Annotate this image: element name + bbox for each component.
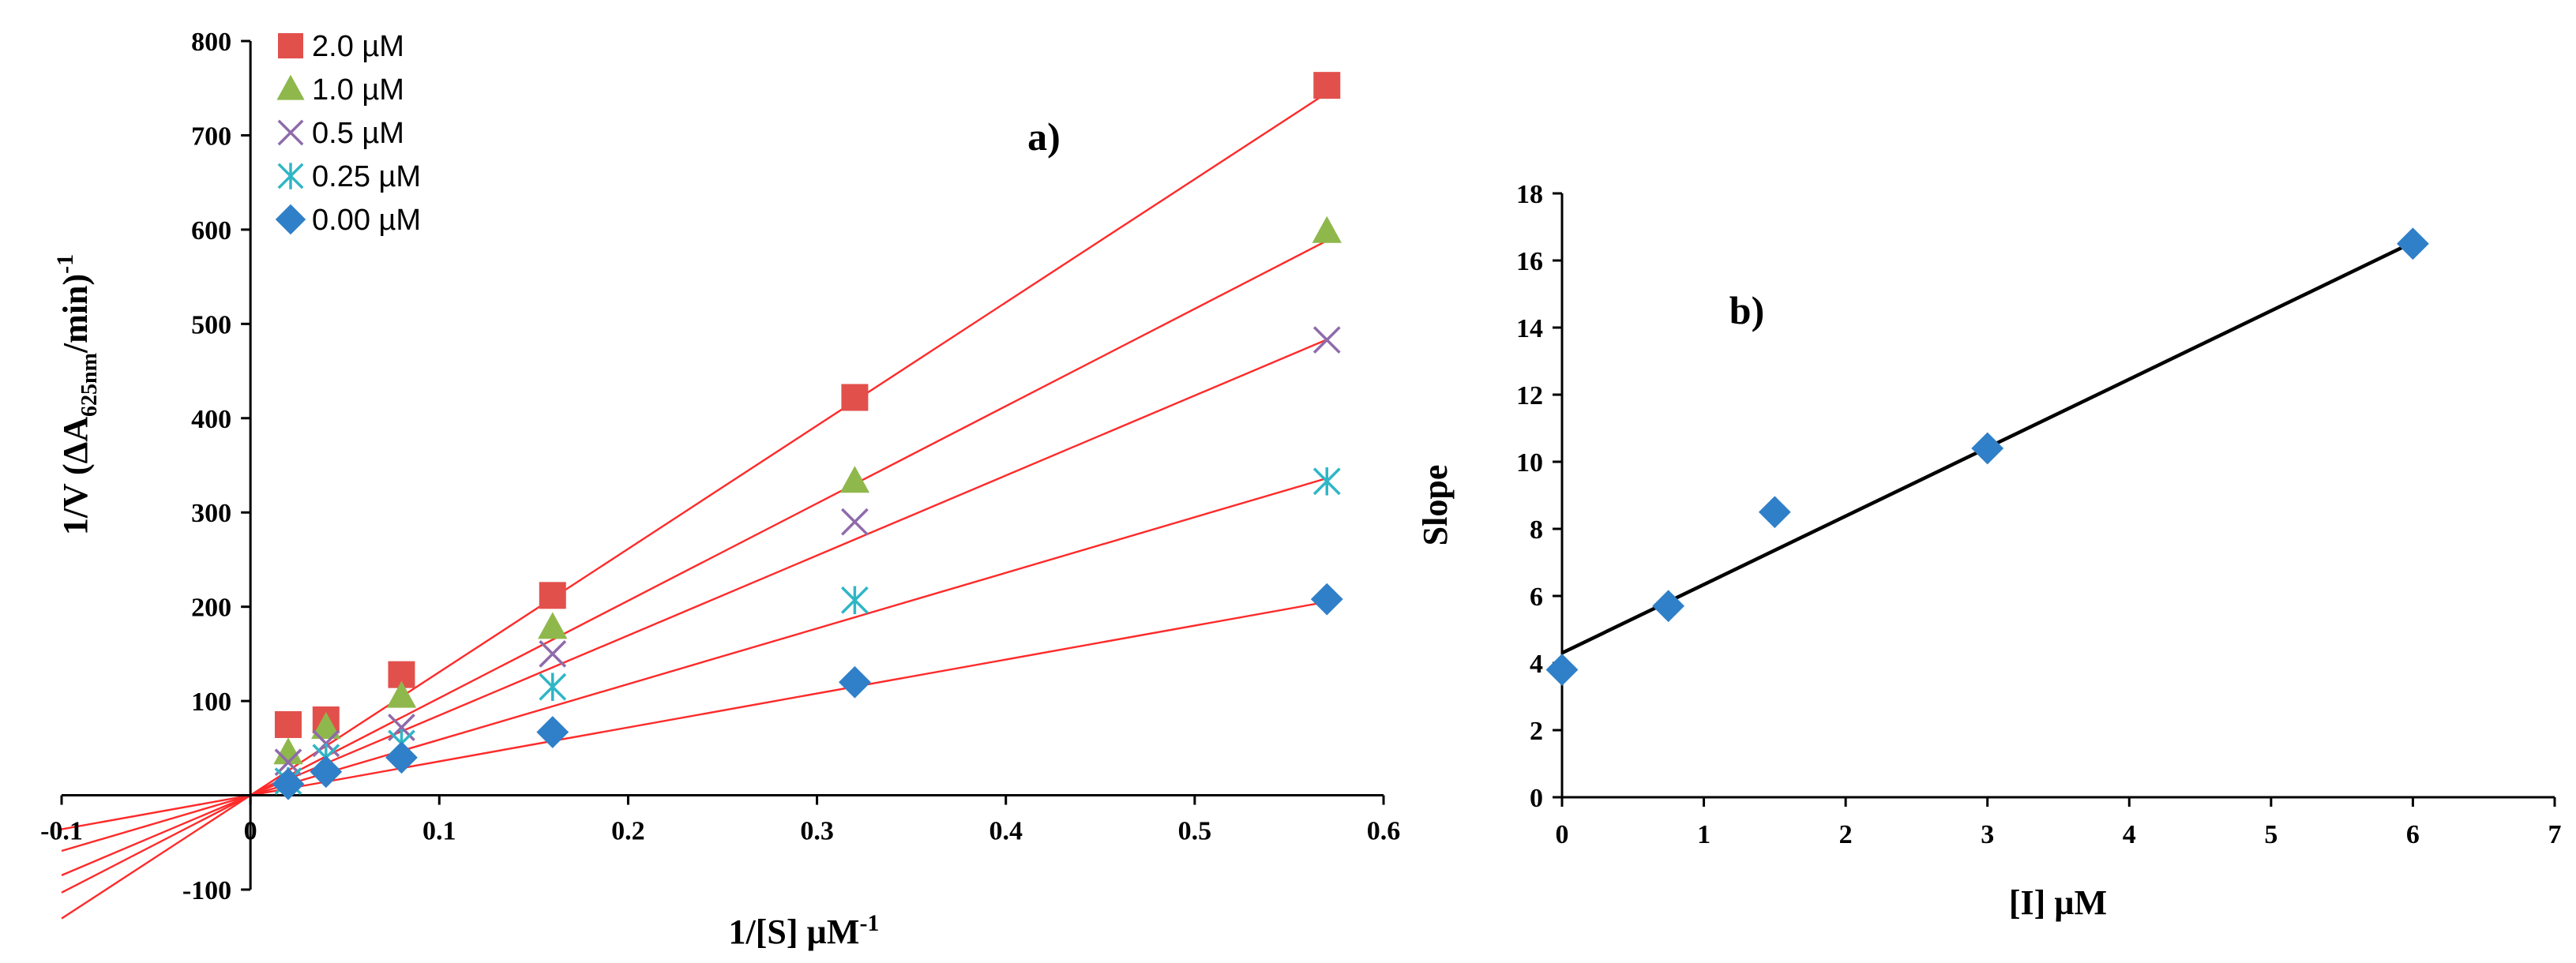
- panel-a-x-tick-label: 0.2: [611, 817, 645, 846]
- panel-b-y-tick-label: 18: [1516, 180, 1543, 209]
- panel-a-point-x: [312, 729, 340, 758]
- panel-b-x-axis-title: [I] µM: [2009, 883, 2107, 922]
- legend-marker-square: [278, 33, 303, 58]
- panel-b-point-diamond: [1971, 432, 2004, 465]
- panel-a-point-square: [841, 384, 869, 411]
- legend-label-5: 0.00 µM: [312, 204, 421, 237]
- panel-a-point-triangle: [1312, 215, 1342, 243]
- panel-a-point-asterisk: [539, 673, 567, 701]
- panel-a-point-diamond: [272, 767, 305, 800]
- panel-a-point-triangle: [839, 466, 870, 493]
- legend-marker-asterisk: [277, 163, 304, 189]
- panel-b-data-points: [1545, 227, 2429, 686]
- panel-a-lineweaver-burk-chart: -0.1 0.1 0.2 0.3 0.4 0.5 0.6 -100 100 200 300 400 50…: [40, 28, 1400, 951]
- panel-a-x-axis-title: 1/[S] µM-1: [729, 910, 880, 951]
- panel-a-y-tick-label: 600: [191, 216, 231, 245]
- panel-a-point-x: [841, 508, 869, 536]
- panel-a-tick-labels: -0.1 0.1 0.2 0.3 0.4 0.5 0.6 -100 100 200 300 400 50…: [40, 28, 1400, 905]
- trendline-5: [61, 601, 1327, 830]
- panel-b-y-tick-label: 12: [1516, 381, 1543, 410]
- trendline-1: [61, 92, 1327, 920]
- panel-a-point-triangle: [311, 712, 341, 740]
- panel-b-label: b): [1729, 288, 1764, 332]
- trendline-4: [61, 477, 1327, 852]
- panel-a-point-triangle: [386, 680, 417, 708]
- panel-a-y-tick-label: 100: [191, 688, 231, 717]
- panel-a-x-tick-label: 0.1: [422, 817, 456, 846]
- panel-a-y-tick-label: -100: [182, 876, 231, 905]
- panel-a-y-axis-title-group: 1/V (ΔA625nm/min)-1: [52, 254, 102, 535]
- panel-b-y-tick-label: 16: [1516, 247, 1543, 276]
- panel-a-point-triangle: [273, 737, 303, 765]
- panel-a-point-triangle: [538, 612, 568, 639]
- panel-b-y-axis-title: Slope: [1416, 465, 1455, 546]
- panel-b-x-tick-label: 1: [1697, 820, 1710, 849]
- legend-marker-x: [277, 119, 304, 146]
- legend-marker-diamond: [275, 204, 306, 235]
- panel-a-axes: [60, 39, 1385, 891]
- panel-b-y-tick-label: 4: [1530, 650, 1543, 679]
- panel-b-x-tick-label: 3: [1981, 820, 1994, 849]
- panel-a-y-tick-label: 300: [191, 499, 231, 528]
- trendline-3: [61, 339, 1327, 876]
- panel-a-point-square: [1313, 72, 1341, 99]
- panel-a-y-tick-label: 800: [191, 28, 231, 57]
- panel-a-origin-label: 0: [244, 817, 257, 846]
- panel-b-y-tick-label: 8: [1530, 515, 1543, 545]
- panel-b-y-tick-label: 2: [1530, 717, 1543, 746]
- panel-a-point-asterisk: [1312, 467, 1341, 496]
- panel-b-point-diamond: [1545, 654, 1579, 686]
- panel-a-point-asterisk: [841, 586, 869, 615]
- panel-a-point-x: [1312, 326, 1341, 354]
- panel-a-point-diamond: [1310, 583, 1343, 616]
- panel-a-y-tick-label: 500: [191, 310, 231, 339]
- panel-b-point-diamond: [1652, 590, 1685, 623]
- panel-b-x-tick-label: 5: [2264, 820, 2277, 849]
- panel-a-x-tick-label: -0.1: [40, 817, 83, 846]
- legend-label-2: 1.0 µM: [312, 73, 404, 107]
- panel-a-point-diamond: [536, 716, 569, 748]
- panel-b-x-tick-label: 4: [2123, 820, 2136, 849]
- panel-a-point-square: [274, 710, 302, 738]
- panel-a-legend: 2.0 µM 1.0 µM 0.5 µM 0.25 µM 0.00 µM: [275, 30, 421, 237]
- panel-b-x-tick-label: 0: [1556, 820, 1569, 849]
- panel-b-y-tick-label: 6: [1530, 583, 1543, 612]
- panel-a-y-axis-title: 1/V (ΔA625nm/min)-1: [52, 254, 102, 535]
- panel-b-x-tick-label: 2: [1839, 820, 1853, 849]
- panel-b-point-diamond: [2397, 227, 2429, 260]
- panel-b-y-tick-label: 0: [1530, 784, 1543, 813]
- panel-a-y-tick-label: 700: [191, 122, 231, 151]
- legend-label-3: 0.5 µM: [312, 117, 404, 150]
- legend-label-1: 2.0 µM: [312, 30, 404, 63]
- panel-b-x-tick-label: 7: [2548, 820, 2562, 849]
- panel-a-point-diamond: [385, 741, 418, 774]
- panel-b-point-diamond: [1758, 496, 1791, 529]
- panel-a-x-tick-label: 0.4: [989, 817, 1023, 846]
- panel-a-x-tick-label: 0.3: [800, 817, 834, 846]
- panel-a-data-points: [272, 72, 1343, 800]
- panel-a-point-square: [539, 582, 566, 609]
- legend-label-4: 0.25 µM: [312, 160, 421, 193]
- panel-a-x-tick-label: 0.6: [1367, 817, 1401, 846]
- panel-a-y-tick-label: 400: [191, 405, 231, 434]
- panel-b-y-tick-label: 14: [1516, 314, 1543, 343]
- panel-b-x-tick-label: 6: [2406, 820, 2420, 849]
- panel-a-x-tick-label: 0.5: [1178, 817, 1212, 846]
- panel-b-y-tick-label: 10: [1516, 448, 1543, 478]
- panel-a-point-diamond: [839, 665, 871, 699]
- panel-a-label: a): [1027, 114, 1061, 159]
- panel-a-y-tick-label: 200: [191, 594, 231, 623]
- legend-marker-triangle: [276, 74, 305, 100]
- panel-a-point-x: [539, 640, 567, 668]
- panel-a-point-diamond: [310, 755, 343, 789]
